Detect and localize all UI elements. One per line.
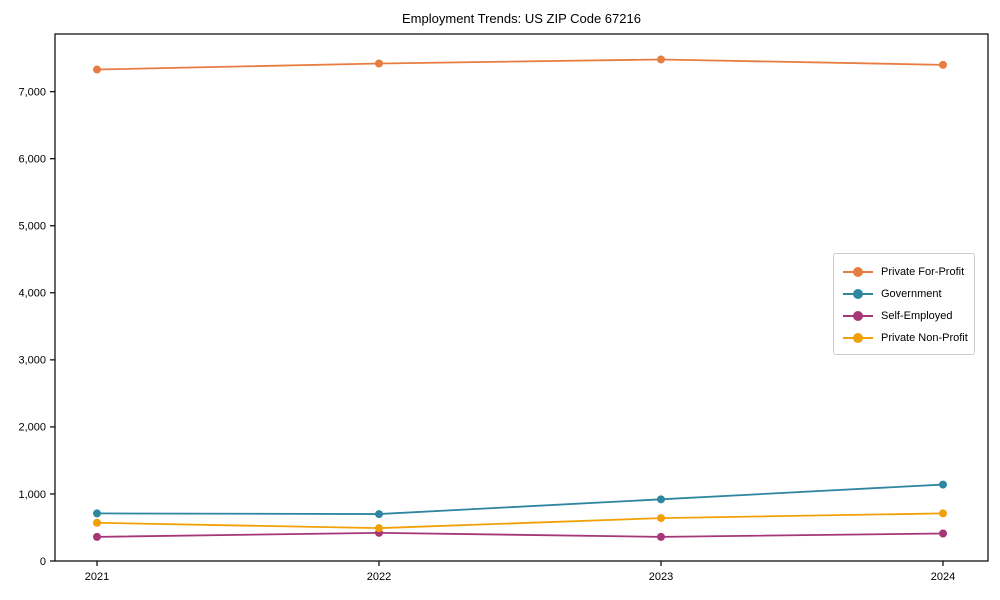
data-point-marker xyxy=(657,55,665,64)
series-line xyxy=(96,58,944,71)
legend-label: Private Non-Profit xyxy=(881,332,968,344)
data-point-marker xyxy=(939,529,947,538)
legend-item: Private For-Profit xyxy=(843,261,970,283)
data-point-marker xyxy=(375,510,383,519)
data-point-marker xyxy=(657,514,665,523)
data-point-marker xyxy=(375,59,383,68)
data-point-marker xyxy=(939,60,947,69)
legend-line-marker-icon xyxy=(843,311,873,321)
data-point-marker xyxy=(939,480,947,489)
legend: Private For-Profit Government Self-Emplo… xyxy=(833,253,975,355)
y-axis-tick-label: 0 xyxy=(40,556,46,568)
legend-line-marker-icon xyxy=(843,333,873,343)
series-line xyxy=(96,512,944,530)
x-axis-tick-label: 2021 xyxy=(85,571,109,583)
legend-item: Private Non-Profit xyxy=(843,327,970,349)
axis-frame xyxy=(54,33,989,562)
y-axis-tick-label: 6,000 xyxy=(18,154,46,166)
data-point-marker xyxy=(657,495,665,504)
y-axis-tick-label: 3,000 xyxy=(18,355,46,367)
legend-item: Self-Employed xyxy=(843,305,970,327)
x-axis-tick-label: 2024 xyxy=(931,571,955,583)
y-axis-tick-label: 4,000 xyxy=(18,288,46,300)
y-axis-tick-label: 1,000 xyxy=(18,489,46,501)
data-point-marker xyxy=(93,518,101,527)
legend-label: Private For-Profit xyxy=(881,266,965,278)
legend-label: Government xyxy=(881,288,942,300)
data-point-marker xyxy=(657,532,665,541)
data-point-marker xyxy=(375,524,383,533)
series-line xyxy=(96,483,944,515)
data-point-marker xyxy=(93,509,101,518)
legend-line-marker-icon xyxy=(843,267,873,277)
series-line xyxy=(96,531,944,538)
x-axis-tick-label: 2022 xyxy=(367,571,391,583)
x-axis-tick-label: 2023 xyxy=(649,571,673,583)
legend-label: Self-Employed xyxy=(881,310,953,322)
chart-title: Employment Trends: US ZIP Code 67216 xyxy=(402,11,641,26)
legend-line-marker-icon xyxy=(843,289,873,299)
y-axis-tick-label: 7,000 xyxy=(18,86,46,98)
data-point-marker xyxy=(93,65,101,74)
data-point-marker xyxy=(93,532,101,541)
y-axis-tick-label: 5,000 xyxy=(18,221,46,233)
data-point-marker xyxy=(939,509,947,518)
y-axis-tick-label: 2,000 xyxy=(18,422,46,434)
legend-item: Government xyxy=(843,283,970,305)
